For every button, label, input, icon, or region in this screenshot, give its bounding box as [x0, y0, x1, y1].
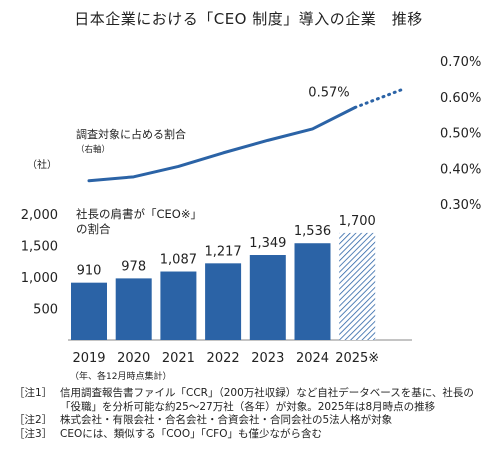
note-1-continued: 「役職」を分析可能な約25～27万社（各年）が対象。2025年は8月時点の推移 — [60, 400, 436, 413]
note-1: ［注1］ 信用調査報告書ファイル「CCR」（200万社収録）など自社データベース… — [14, 387, 474, 399]
x-axis-footnote: （年、各12月時点集計） — [70, 370, 171, 382]
bar-series-label-line2: の割合 — [76, 222, 111, 236]
bar-value-label: 1,217 — [204, 244, 241, 259]
note-2: ［注2］ 株式会社・有限会社・合名会社・合資会社・合同会社の5法人格が対象 — [14, 414, 393, 426]
left-axis-tick-label: 1,500 — [21, 240, 58, 255]
bar-value-label: 1,700 — [339, 214, 376, 229]
x-axis-tick-label: 2023 — [251, 351, 284, 366]
right-axis-tick-label: 0.50% — [440, 127, 481, 142]
bar — [71, 282, 107, 340]
bar-value-label: 978 — [121, 259, 146, 274]
left-axis-tick-label: 1,000 — [21, 271, 58, 286]
left-axis-tick-label: 2,000 — [21, 208, 58, 223]
line-series-label: 調査対象に占める割合 — [76, 127, 186, 141]
bar-value-label: 910 — [77, 264, 102, 279]
x-axis-tick-label: 2022 — [207, 351, 240, 366]
x-axis-tick-label: 2020 — [117, 351, 150, 366]
right-axis-tick-label: 0.30% — [440, 198, 481, 213]
note-3: ［注3］ CEOには、類似する「COO」「CFO」も僅少ながら含む — [14, 427, 322, 440]
bar-series-label: 社長の肩書が「CEO※」 — [76, 207, 202, 221]
x-axis-tick-label: 2019 — [72, 351, 105, 366]
bar-projected — [339, 232, 376, 340]
footnotes: ［注1］ 信用調査報告書ファイル「CCR」（200万社収録）など自社データベース… — [14, 387, 494, 441]
right-axis-tick-label: 0.70% — [440, 55, 481, 70]
bar — [294, 243, 331, 340]
x-axis-tick-label: 2024 — [296, 351, 329, 366]
bar — [115, 278, 152, 340]
chart-title: 日本企業における「CEO 制度」導入の企業 推移 — [74, 10, 423, 28]
right-axis-tick-label: 0.40% — [440, 162, 481, 177]
left-axis-unit: （社） — [27, 158, 57, 171]
left-axis-tick-label: 500 — [33, 303, 58, 318]
bar — [160, 271, 197, 340]
bar-value-label: 1,349 — [249, 236, 286, 251]
bar-value-label: 1,087 — [160, 253, 197, 268]
line-series-axis-note: （右軸） — [76, 144, 110, 155]
bar — [249, 255, 286, 340]
line-series-projected — [353, 88, 404, 109]
right-axis-tick-label: 0.60% — [440, 91, 481, 106]
x-axis-tick-label: 2021 — [162, 351, 195, 366]
line-value-label: 0.57% — [308, 85, 349, 100]
x-axis-tick-label: 2025※ — [335, 351, 379, 366]
bar-value-label: 1,536 — [294, 224, 331, 239]
line-series-actual — [87, 105, 357, 183]
bar — [205, 263, 242, 340]
